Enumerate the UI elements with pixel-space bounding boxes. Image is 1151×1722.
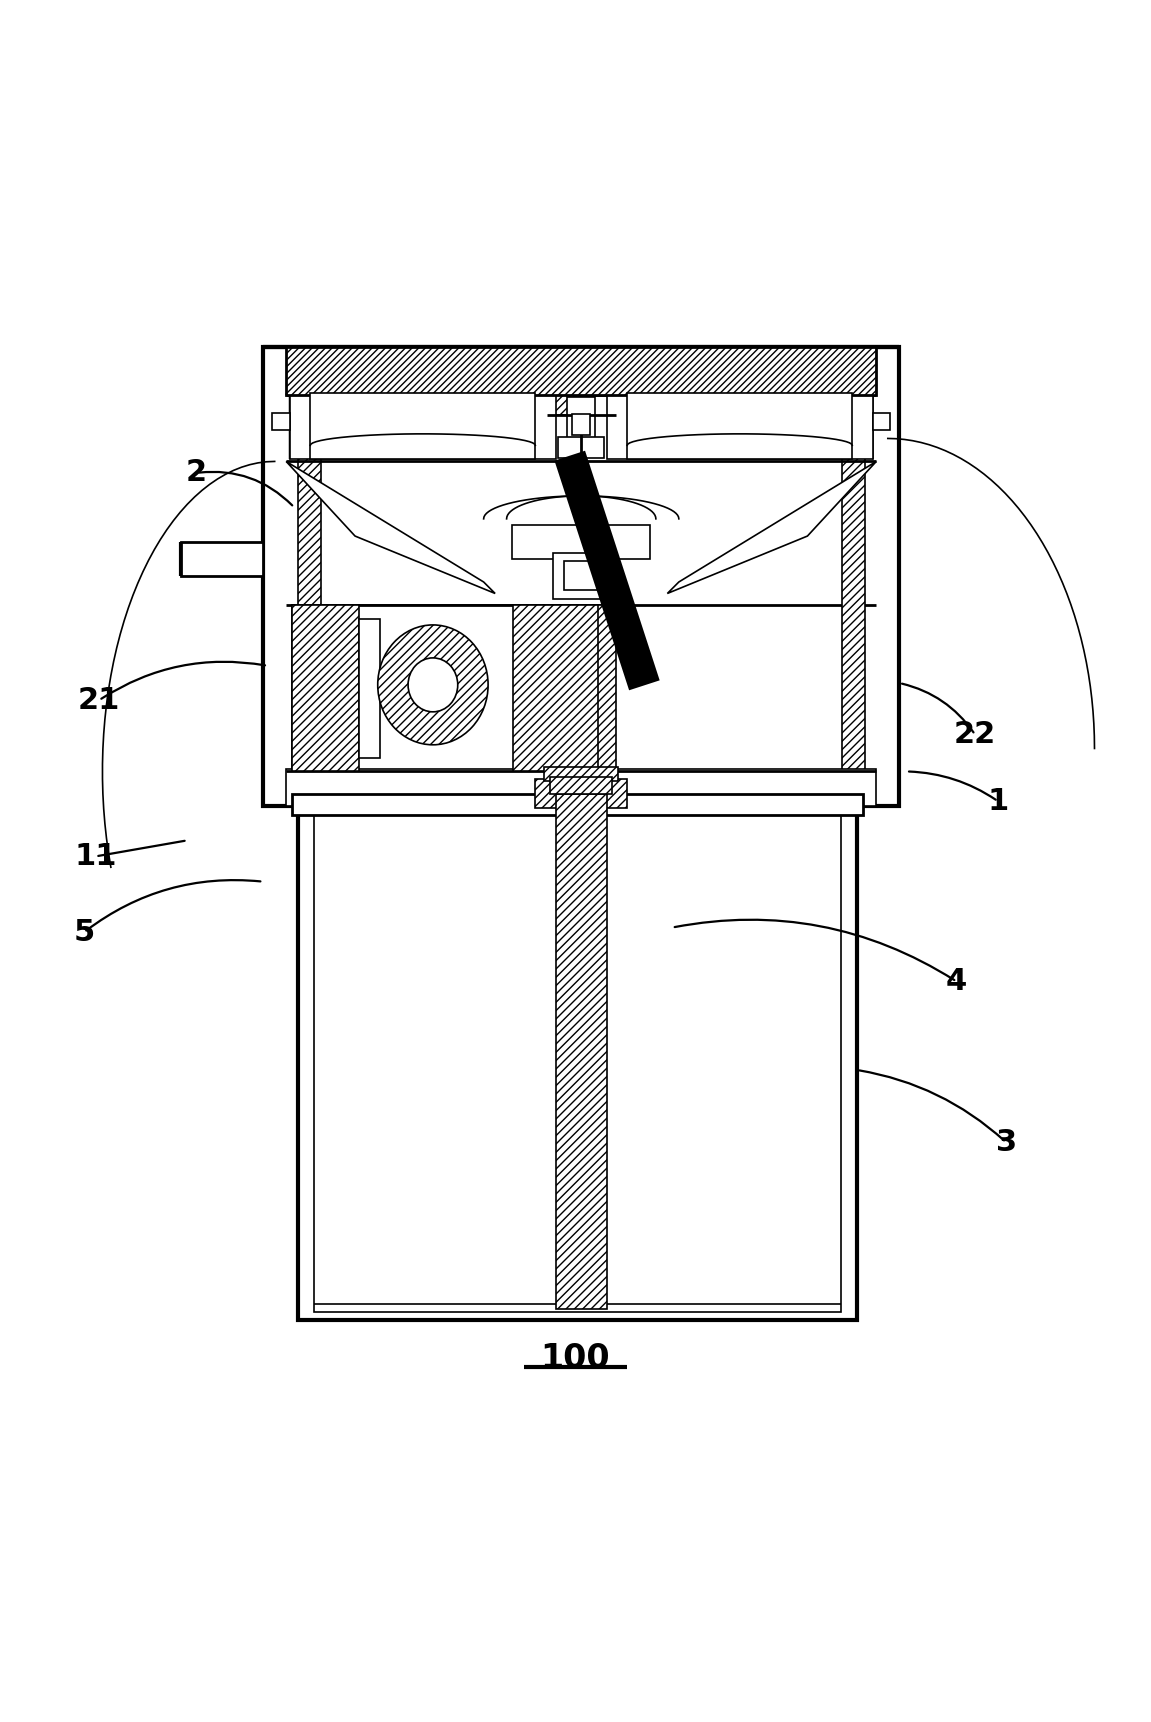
Bar	[464, 394, 489, 415]
Bar	[512, 525, 650, 560]
Text: 100: 100	[541, 1341, 610, 1374]
Bar	[550, 777, 612, 794]
Bar	[359, 618, 380, 758]
Bar	[378, 394, 403, 415]
Bar	[298, 346, 321, 806]
Bar	[464, 394, 489, 415]
Polygon shape	[555, 451, 660, 691]
Bar	[287, 770, 876, 806]
Bar	[314, 809, 840, 1312]
Text: 22: 22	[954, 720, 997, 749]
Bar	[292, 604, 359, 771]
Text: 21: 21	[78, 685, 120, 715]
Bar	[292, 794, 862, 815]
Bar	[627, 393, 852, 460]
Bar	[273, 413, 290, 430]
Text: 4: 4	[946, 968, 967, 995]
Bar	[841, 346, 864, 806]
Bar	[292, 394, 318, 415]
Text: 2: 2	[186, 458, 207, 487]
Bar	[841, 394, 867, 415]
Bar	[287, 346, 876, 394]
Bar	[613, 394, 639, 415]
Polygon shape	[287, 384, 337, 460]
Bar	[264, 346, 899, 806]
Ellipse shape	[409, 658, 458, 711]
Bar	[535, 780, 627, 808]
Text: 231: 231	[808, 408, 871, 437]
Bar	[292, 604, 599, 771]
Bar	[290, 381, 556, 460]
Text: 3: 3	[996, 1128, 1016, 1157]
Bar	[552, 553, 610, 599]
Bar	[544, 766, 618, 780]
Bar	[298, 806, 856, 1321]
Text: 23: 23	[428, 408, 471, 437]
Polygon shape	[287, 461, 495, 594]
Bar	[512, 604, 599, 771]
Bar	[567, 398, 595, 443]
Bar	[541, 604, 616, 771]
Text: 1: 1	[988, 787, 1008, 816]
Ellipse shape	[378, 625, 488, 746]
Polygon shape	[668, 461, 876, 594]
Bar	[549, 394, 574, 415]
Bar	[872, 413, 890, 430]
Bar	[181, 542, 264, 577]
Bar	[607, 381, 872, 460]
Bar	[556, 794, 607, 1309]
Bar	[613, 394, 639, 415]
Bar	[756, 394, 782, 415]
Bar	[292, 394, 318, 415]
Bar	[558, 437, 604, 458]
Bar	[378, 394, 403, 415]
Bar	[572, 415, 590, 436]
Bar	[311, 393, 535, 460]
Bar	[564, 561, 599, 591]
Polygon shape	[824, 384, 876, 460]
Text: 11: 11	[75, 842, 116, 871]
Bar	[841, 394, 867, 415]
Bar	[756, 394, 782, 415]
Text: 5: 5	[74, 918, 94, 947]
Bar	[549, 394, 574, 415]
